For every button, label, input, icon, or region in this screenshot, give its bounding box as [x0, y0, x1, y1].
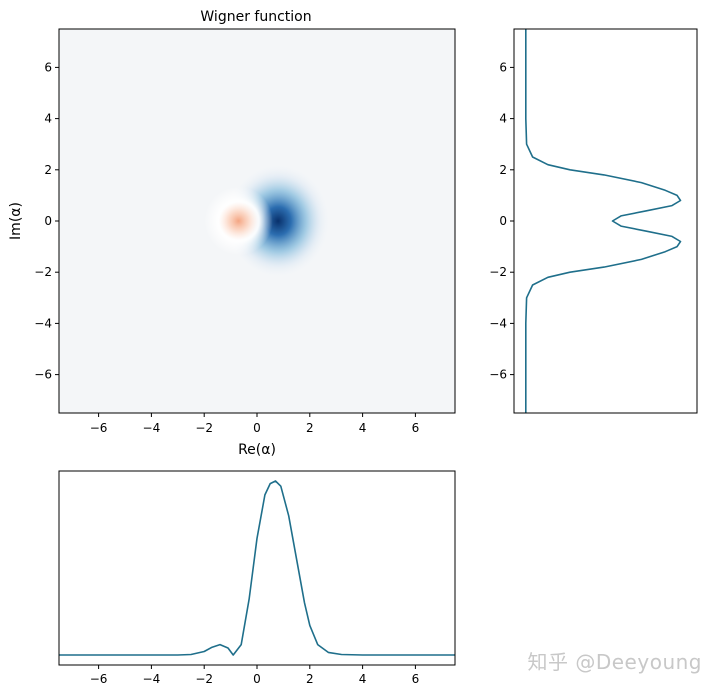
wigner-panel: Wigner function [8, 9, 456, 458]
bottom-x-tick-label: 0 [253, 672, 261, 686]
x-tick-label: −4 [143, 421, 161, 435]
right-y-tick-label: 2 [499, 163, 507, 177]
bottom-x-ticks: −6 −4 −2 0 2 4 6 [90, 665, 419, 686]
watermark-text: 知乎 @Deeyoung [527, 650, 702, 674]
right-y-tick-label: −2 [489, 265, 507, 279]
bottom-x-tick-label: −4 [143, 672, 161, 686]
right-y-ticks: −6 −4 −2 0 2 4 6 [489, 60, 514, 382]
right-marginal-line [525, 29, 682, 413]
y-tick-label: −4 [34, 316, 52, 330]
bottom-marginal-line [59, 480, 455, 656]
x-tick-label: 4 [359, 421, 367, 435]
wigner-negative-core [218, 201, 259, 241]
x-tick-label: 0 [253, 421, 261, 435]
y-tick-label: 4 [44, 112, 52, 126]
bottom-x-tick-label: −6 [90, 672, 108, 686]
y-tick-label: 2 [44, 163, 52, 177]
bottom-marginal-frame [58, 470, 456, 666]
wigner-heatmap-plot [59, 29, 455, 413]
bottom-x-tick-label: 2 [306, 672, 314, 686]
bottom-x-tick-label: −2 [195, 672, 213, 686]
y-tick-label: −2 [34, 265, 52, 279]
x-tick-label: 2 [306, 421, 314, 435]
x-axis-label: Re(α) [238, 442, 276, 458]
bottom-x-tick-label: 4 [359, 672, 367, 686]
right-y-tick-label: −4 [489, 316, 507, 330]
y-tick-label: −6 [34, 368, 52, 382]
heatmap-y-ticks: −6 −4 −2 0 2 4 6 [34, 60, 59, 382]
bottom-marginal-panel: −6 −4 −2 0 2 4 6 [58, 470, 456, 686]
x-tick-label: −6 [90, 421, 108, 435]
right-y-tick-label: 0 [499, 214, 507, 228]
chart-title: Wigner function [200, 9, 311, 25]
bottom-x-tick-label: 6 [412, 672, 420, 686]
right-y-tick-label: 4 [499, 112, 507, 126]
y-tick-label: 6 [44, 60, 52, 74]
y-axis-label: Im(α) [8, 202, 24, 240]
right-marginal-panel: −6 −4 −2 0 2 4 6 [489, 28, 698, 414]
right-marginal-frame [513, 28, 698, 414]
heatmap-x-ticks: −6 −4 −2 0 2 4 6 [90, 413, 419, 435]
y-tick-label: 0 [44, 214, 52, 228]
x-tick-label: 6 [412, 421, 420, 435]
right-y-tick-label: 6 [499, 60, 507, 74]
right-y-tick-label: −6 [489, 368, 507, 382]
x-tick-label: −2 [195, 421, 213, 435]
